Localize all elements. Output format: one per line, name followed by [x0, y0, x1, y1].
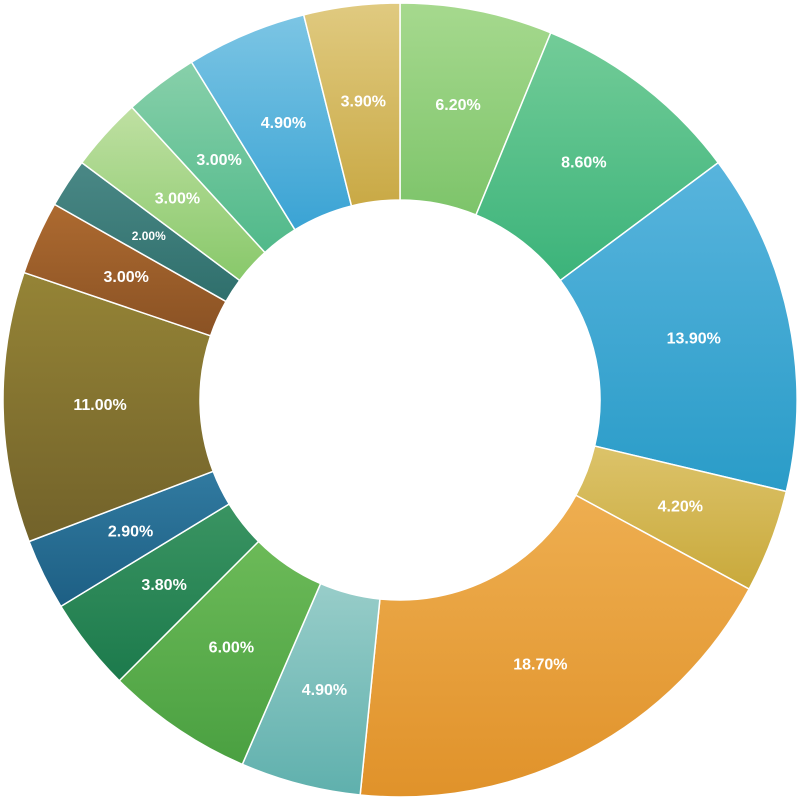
labels-layer: 6.20% 8.60% 13.90% 4.20% 18.70% 4.90% 6.00% 3.8… — [73, 94, 721, 699]
slice-label-4: 4.20% — [658, 498, 703, 515]
slice-label-7: 6.00% — [209, 640, 254, 657]
slice-label-16: 3.90% — [341, 94, 386, 111]
slice-label-15: 4.90% — [261, 115, 306, 132]
slice-label-8: 3.80% — [141, 577, 186, 594]
slice-16 — [302, 2, 401, 207]
slice-label-13: 3.00% — [155, 190, 200, 207]
slice-label-1: 6.20% — [435, 97, 480, 114]
slice-label-5: 18.70% — [513, 657, 567, 674]
slice-label-10: 11.00% — [73, 397, 126, 414]
slice-3 — [559, 161, 798, 493]
slice-10 — [2, 271, 215, 543]
slice-label-11: 3.00% — [104, 269, 149, 286]
slice-5 — [359, 494, 751, 798]
slice-label-3: 13.90% — [667, 331, 721, 348]
slice-label-12: 2.00% — [132, 229, 166, 243]
slice-label-6: 4.90% — [302, 682, 347, 699]
slice-label-2: 8.60% — [561, 154, 606, 171]
slice-label-9: 2.90% — [108, 523, 153, 540]
slice-label-14: 3.00% — [196, 152, 241, 169]
